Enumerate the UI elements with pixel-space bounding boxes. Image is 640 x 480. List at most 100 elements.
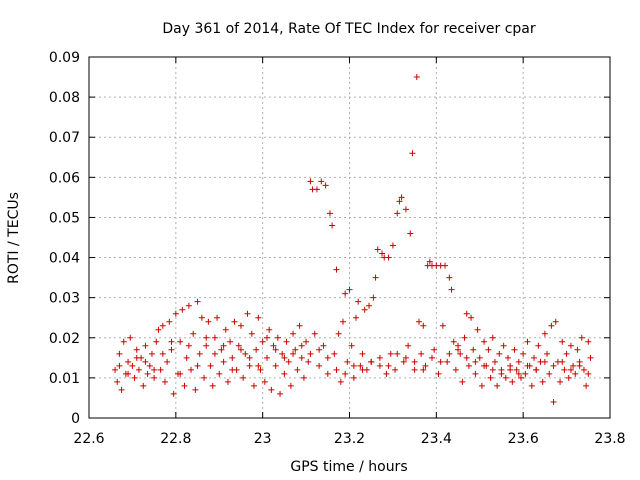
data-point	[218, 346, 225, 353]
data-point	[185, 342, 192, 349]
data-point	[409, 150, 416, 157]
data-point	[181, 382, 188, 389]
data-point	[227, 338, 234, 345]
data-point	[576, 362, 583, 369]
data-point	[177, 370, 184, 377]
data-point	[183, 354, 190, 361]
data-point	[168, 346, 175, 353]
data-point	[546, 370, 553, 377]
data-point	[420, 366, 427, 373]
y-tick-label: 0.07	[49, 130, 80, 146]
data-point	[387, 350, 394, 357]
y-tick-label: 0.03	[49, 291, 80, 307]
data-point	[392, 366, 399, 373]
data-point	[531, 354, 538, 361]
grid-layer	[89, 57, 610, 418]
data-point	[211, 350, 218, 357]
data-point	[420, 322, 427, 329]
data-point	[491, 358, 498, 365]
data-point	[446, 274, 453, 281]
data-point	[578, 334, 585, 341]
data-point	[448, 286, 455, 293]
data-point	[268, 386, 275, 393]
data-point	[535, 342, 542, 349]
data-point	[515, 358, 522, 365]
data-point	[153, 338, 160, 345]
data-point	[246, 354, 253, 361]
data-point	[131, 374, 138, 381]
data-point	[316, 362, 323, 369]
data-point	[207, 362, 214, 369]
data-point	[311, 330, 318, 337]
tick-layer: 22.6 22.8 23 23.2 23.4 23.6 23.8 0 0.01 0.02 0.03 0…	[49, 50, 626, 447]
data-point	[450, 338, 457, 345]
data-point	[203, 334, 210, 341]
data-point	[533, 366, 540, 373]
data-point	[572, 370, 579, 377]
data-point	[329, 222, 336, 229]
data-point	[496, 350, 503, 357]
data-point	[237, 322, 244, 329]
data-point	[240, 374, 247, 381]
data-point	[224, 378, 231, 385]
y-axis-label: ROTI / TECUs	[6, 192, 22, 284]
data-point	[125, 370, 132, 377]
data-point	[411, 358, 418, 365]
data-point	[376, 362, 383, 369]
data-point	[303, 338, 310, 345]
x-tick-label: 23.4	[421, 431, 452, 447]
data-point	[116, 362, 123, 369]
data-point	[148, 350, 155, 357]
data-point	[127, 334, 134, 341]
x-tick-label: 23	[254, 431, 272, 447]
data-point	[151, 366, 158, 373]
data-point	[355, 298, 362, 305]
data-point	[444, 358, 451, 365]
data-point	[170, 390, 177, 397]
data-point	[583, 382, 590, 389]
data-point	[339, 318, 346, 325]
data-point	[418, 350, 425, 357]
data-point	[463, 310, 470, 317]
data-point	[324, 354, 331, 361]
data-point	[442, 262, 449, 269]
data-point	[333, 266, 340, 273]
x-tick-label: 22.6	[73, 431, 104, 447]
data-point	[500, 342, 507, 349]
data-point	[402, 354, 409, 361]
data-point	[474, 326, 481, 333]
data-point	[298, 342, 305, 349]
data-point	[266, 326, 273, 333]
data-point	[318, 178, 325, 185]
data-point	[502, 374, 509, 381]
data-point	[459, 378, 466, 385]
data-point	[515, 370, 522, 377]
data-point	[270, 342, 277, 349]
data-point	[331, 350, 338, 357]
data-point	[125, 358, 132, 365]
data-point	[279, 350, 286, 357]
data-point	[359, 350, 366, 357]
data-point	[541, 330, 548, 337]
data-point	[374, 246, 381, 253]
data-point	[216, 370, 223, 377]
data-point	[335, 330, 342, 337]
data-point	[320, 342, 327, 349]
data-point	[159, 322, 166, 329]
data-point	[353, 314, 360, 321]
y-tick-label: 0	[71, 411, 80, 427]
y-tick-label: 0.01	[49, 371, 80, 387]
data-point	[431, 346, 438, 353]
data-point	[504, 354, 511, 361]
data-point	[290, 350, 297, 357]
data-point	[524, 338, 531, 345]
data-point	[470, 346, 477, 353]
data-point	[235, 342, 242, 349]
data-point	[259, 338, 266, 345]
data-point	[298, 354, 305, 361]
data-point	[203, 342, 210, 349]
data-point	[133, 346, 140, 353]
data-point	[205, 318, 212, 325]
x-tick-label: 23.6	[508, 431, 539, 447]
data-point	[112, 366, 119, 373]
